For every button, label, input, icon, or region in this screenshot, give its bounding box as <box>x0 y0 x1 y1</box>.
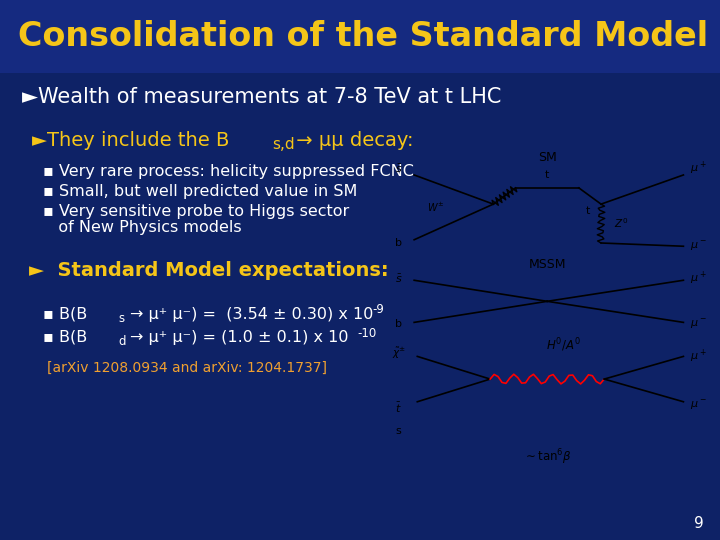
Text: ►  Standard Model expectations:: ► Standard Model expectations: <box>29 260 388 280</box>
Text: MSSM: MSSM <box>528 258 566 271</box>
Text: t: t <box>586 206 590 215</box>
Text: $\mu^+$: $\mu^+$ <box>690 160 706 177</box>
Text: 9: 9 <box>693 516 703 531</box>
Text: b: b <box>395 319 402 329</box>
Text: $\bar{t}$: $\bar{t}$ <box>395 401 402 415</box>
Text: -10: -10 <box>357 327 377 340</box>
Text: $\tilde{\chi}^{\pm}$: $\tilde{\chi}^{\pm}$ <box>392 346 406 361</box>
Text: ▪ Small, but well predicted value in SM: ▪ Small, but well predicted value in SM <box>43 184 358 199</box>
Text: Consolidation of the Standard Model: Consolidation of the Standard Model <box>18 20 708 53</box>
Text: t: t <box>545 170 549 180</box>
Text: d: d <box>119 335 126 348</box>
Text: ▪ Very rare process: helicity suppressed FCNC: ▪ Very rare process: helicity suppressed… <box>43 164 414 179</box>
Text: → μ⁺ μ⁻) = (1.0 ± 0.1) x 10: → μ⁺ μ⁻) = (1.0 ± 0.1) x 10 <box>130 330 348 345</box>
Text: of New Physics models: of New Physics models <box>43 220 242 235</box>
Text: $\mu^+$: $\mu^+$ <box>690 270 706 287</box>
Text: s,d: s,d <box>272 137 294 152</box>
Text: $Z^0$: $Z^0$ <box>613 217 628 231</box>
Text: ►Wealth of measurements at 7-8 TeV at t LHC: ►Wealth of measurements at 7-8 TeV at t … <box>22 87 501 107</box>
Text: → μ⁺ μ⁻) =  (3.54 ± 0.30) x 10: → μ⁺ μ⁻) = (3.54 ± 0.30) x 10 <box>130 307 373 322</box>
Text: SM: SM <box>538 151 557 164</box>
Text: ►They include the B: ►They include the B <box>32 131 230 150</box>
Text: $\bar{s}$: $\bar{s}$ <box>395 163 402 174</box>
Text: ▪ B(B: ▪ B(B <box>43 330 87 345</box>
Text: s: s <box>119 312 125 325</box>
Text: $\bar{s}$: $\bar{s}$ <box>395 273 402 285</box>
Text: ▪ B(B: ▪ B(B <box>43 307 87 322</box>
Text: $H^0/A^0$: $H^0/A^0$ <box>546 336 580 354</box>
Text: $\mu^-$: $\mu^-$ <box>690 399 706 411</box>
Text: $\mu^-$: $\mu^-$ <box>690 240 706 253</box>
Text: $\mu^+$: $\mu^+$ <box>690 348 706 365</box>
Text: $\mu^-$: $\mu^-$ <box>690 318 706 330</box>
Text: s: s <box>395 426 401 436</box>
Text: → μμ decay:: → μμ decay: <box>290 131 414 150</box>
Text: $\sim\tan^6\!\beta$: $\sim\tan^6\!\beta$ <box>523 447 572 467</box>
Text: $W^{\pm}$: $W^{\pm}$ <box>427 201 444 214</box>
Text: -9: -9 <box>372 303 384 316</box>
Text: ▪ Very sensitive probe to Higgs sector: ▪ Very sensitive probe to Higgs sector <box>43 204 349 219</box>
Text: b: b <box>395 238 402 248</box>
Text: [arXiv 1208.0934 and arXiv: 1204.1737]: [arXiv 1208.0934 and arXiv: 1204.1737] <box>47 361 327 375</box>
Bar <box>0 0 720 73</box>
